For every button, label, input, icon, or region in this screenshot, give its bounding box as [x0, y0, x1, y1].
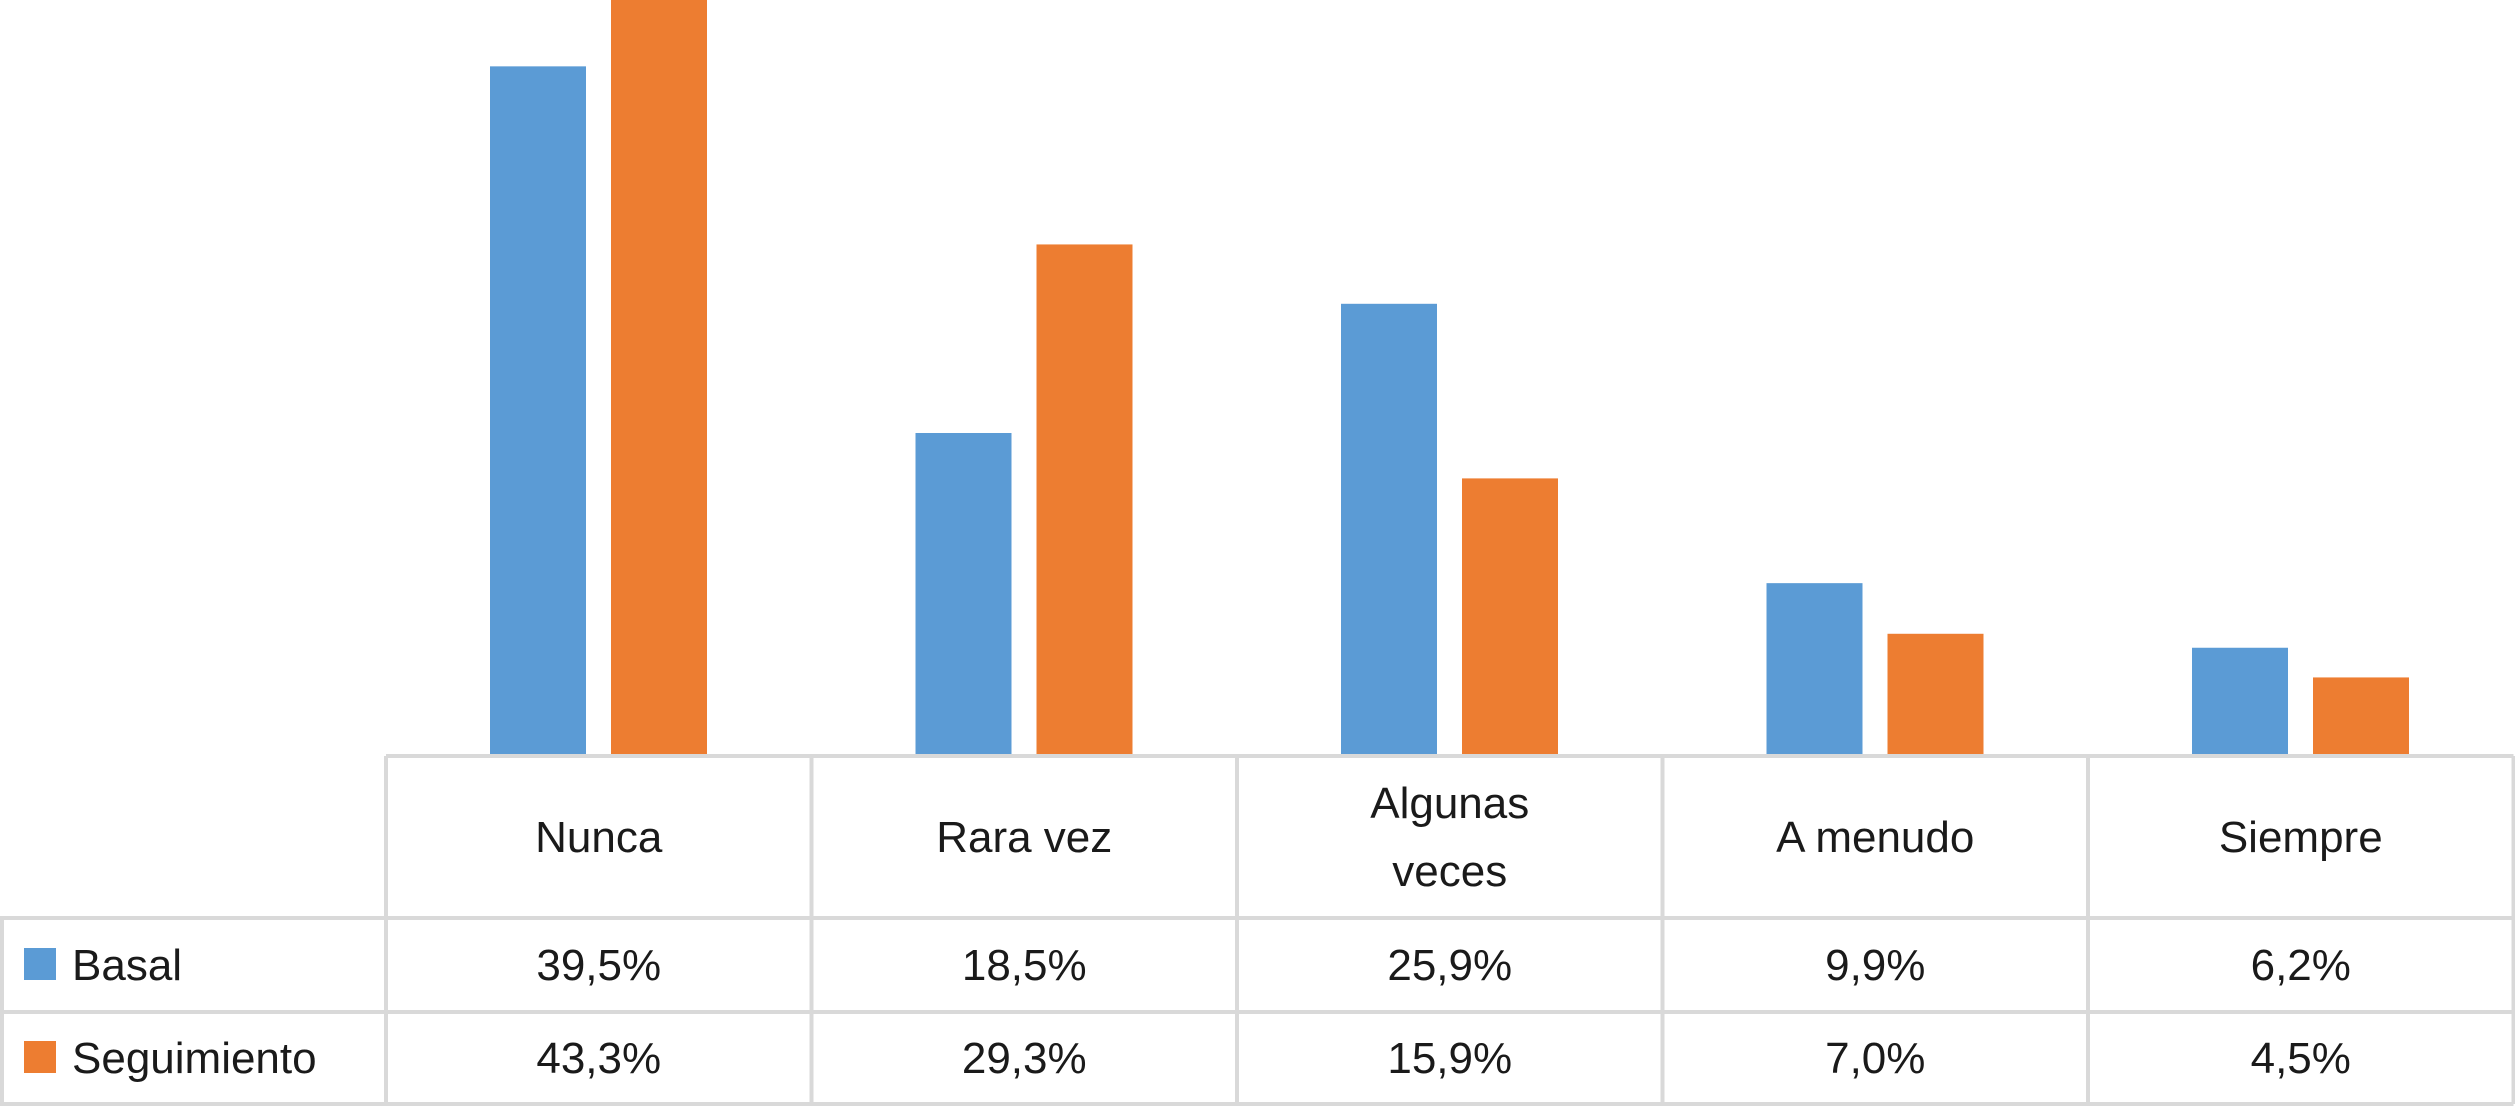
- category-label-line: Algunas: [1370, 779, 1529, 828]
- data-label: 15,9%: [1387, 1034, 1512, 1083]
- data-label: 43,3%: [536, 1034, 661, 1083]
- bar-seguimiento-2: [1036, 244, 1133, 756]
- bar-basal-5: [2192, 647, 2288, 756]
- data-table: Nunca Rara vez Algunas veces A menudo Siempre…: [24, 779, 2383, 1083]
- bar-basal-4: [1766, 583, 1863, 756]
- series-label-seguimiento: Seguimiento: [72, 1034, 317, 1083]
- category-label-line: Siempre: [2219, 813, 2383, 862]
- bar-seguimiento-5: [2313, 677, 2409, 756]
- data-label: 6,2%: [2251, 941, 2351, 990]
- data-label: 4,5%: [2251, 1034, 2351, 1083]
- bar-basal-2: [915, 432, 1012, 756]
- data-label: 9,9%: [1825, 941, 1925, 990]
- legend-swatch-seguimiento: [24, 1041, 56, 1073]
- data-label: 25,9%: [1387, 941, 1512, 990]
- bar-basal-3: [1341, 303, 1437, 756]
- category-label-line: veces: [1392, 847, 1507, 896]
- category-label: Algunas veces: [1370, 779, 1529, 896]
- series-label-basal: Basal: [72, 941, 182, 990]
- data-label: 7,0%: [1825, 1034, 1925, 1083]
- category-label: Siempre: [2219, 813, 2383, 862]
- category-label-line: Nunca: [535, 813, 663, 862]
- legend-swatch-basal: [24, 948, 56, 980]
- category-label-line: Rara vez: [936, 813, 1112, 862]
- data-label: 18,5%: [962, 941, 1087, 990]
- category-label-line: A menudo: [1776, 813, 1974, 862]
- category-label: Rara vez: [936, 813, 1112, 862]
- data-table-grid: [0, 754, 2515, 1106]
- category-label: Nunca: [535, 813, 663, 862]
- data-label: 29,3%: [962, 1034, 1087, 1083]
- plot-area: [490, 0, 2409, 756]
- data-label: 39,5%: [536, 941, 661, 990]
- bar-seguimiento-3: [1462, 478, 1558, 756]
- category-label: A menudo: [1776, 813, 1974, 862]
- bar-seguimiento-4: [1887, 633, 1984, 756]
- bar-basal-1: [490, 66, 586, 756]
- bar-seguimiento-1: [611, 0, 707, 756]
